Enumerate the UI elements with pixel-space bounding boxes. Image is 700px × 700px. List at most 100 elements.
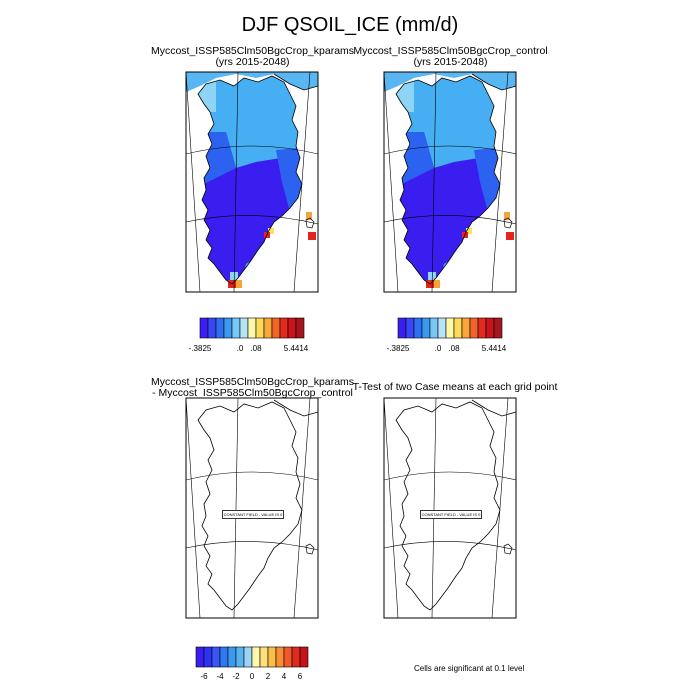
colorbar-svg	[397, 317, 503, 339]
colorbar-swatch	[397, 317, 407, 339]
colorbar-bottom	[195, 646, 309, 668]
panel-title-bottom-left-line2: - Myccost_ISSP585Clm50BgcCrop_control	[152, 387, 353, 399]
colorbar-tick-label: -4	[216, 672, 224, 681]
panel-title-bottom-left: Myccost_ISSP585Clm50BgcCrop_kparams - My…	[130, 377, 375, 399]
colorbar-top-right-labels: -.3825 .0 .08 5.4414	[387, 344, 507, 354]
map-frame	[383, 71, 517, 293]
significance-note: Cells are significant at 0.1 level	[414, 664, 525, 673]
map-panel-bottom-left	[185, 397, 319, 619]
colorbar-swatch	[203, 646, 213, 668]
anomaly-cell	[306, 212, 312, 220]
colorbar-swatch	[211, 646, 221, 668]
graticule-line	[383, 397, 399, 619]
colorbar-swatch	[485, 317, 495, 339]
colorbar-top-left	[199, 317, 305, 339]
coastline-islet	[305, 543, 315, 555]
coastline-ellesmere	[273, 399, 319, 417]
coastline-greenland	[395, 401, 501, 611]
colorbar-swatch	[235, 646, 245, 668]
anomaly-cell	[308, 232, 316, 240]
graticule-line	[431, 71, 437, 293]
coastline-islet	[503, 543, 513, 555]
colorbar-swatch	[243, 646, 253, 668]
colorbar-swatch	[291, 646, 301, 668]
panel-title-top-left-line1: Myccost_ISSP585Clm50BgcCrop_kparams	[150, 45, 355, 57]
graticule-line	[383, 471, 517, 481]
colorbar-swatch	[437, 317, 447, 339]
coastline-greenland	[197, 75, 303, 285]
anomaly-cell	[504, 212, 510, 220]
colorbar-tick-label: 6	[297, 672, 303, 681]
colorbar-tick-label: -.3825	[386, 344, 410, 353]
graticule-line	[383, 215, 517, 225]
colorbar-top-left-labels: -.3825 .0 .08 5.4414	[189, 344, 309, 354]
colorbar-svg	[199, 317, 305, 339]
anomaly-cell	[236, 280, 242, 288]
colorbar-swatch	[477, 317, 487, 339]
colorbar-swatch	[223, 317, 233, 339]
colorbar-swatch	[227, 646, 237, 668]
graticule-line	[431, 397, 437, 619]
map-panel-bottom-right	[383, 397, 517, 619]
colorbar-swatch	[195, 646, 205, 668]
colorbar-swatch	[215, 317, 225, 339]
graticule-line	[185, 541, 319, 551]
figure-title: DJF QSOIL_ICE (mm/d)	[241, 14, 459, 36]
coastline-ellesmere	[471, 399, 517, 417]
graticule-line	[293, 397, 311, 619]
colorbar-tick-label: .0	[434, 344, 442, 353]
map-frame	[383, 397, 517, 619]
graticule-line	[185, 215, 319, 225]
graticule-line	[233, 397, 239, 619]
colorbar-swatch	[247, 317, 257, 339]
panel-title-bottom-right: T-Test of two Case means at each grid po…	[330, 382, 580, 393]
anomaly-cell	[434, 280, 440, 288]
colorbar-swatch	[405, 317, 415, 339]
constant-field-label-bottom-left: CONSTANT FIELD - VALUE IS 0	[222, 510, 284, 519]
graticule-line	[491, 71, 509, 293]
graticule-line	[383, 541, 517, 551]
panel-title-top-left: Myccost_ISSP585Clm50BgcCrop_kparams (yrs…	[150, 46, 355, 68]
colorbar-bottom-labels: -6 -4 -2 0 2 4 6	[196, 672, 308, 682]
colorbar-tick-label: -2	[232, 672, 240, 681]
colorbar-swatch	[199, 317, 209, 339]
coastline-islet	[305, 217, 315, 229]
colorbar-swatch	[445, 317, 455, 339]
colorbar-tick-label: .08	[448, 344, 460, 353]
colorbar-swatch	[413, 317, 423, 339]
panel-title-top-right: Myccost_ISSP585Clm50BgcCrop_control (yrs…	[348, 46, 553, 68]
graticule-line	[293, 71, 311, 293]
colorbar-swatch	[259, 646, 269, 668]
graticule-line	[185, 397, 201, 619]
colorbar-tick-label: 5.4414	[481, 344, 507, 353]
colorbar-swatch	[279, 317, 289, 339]
coastline-ellesmere	[273, 73, 319, 91]
map-frame	[185, 397, 319, 619]
colorbar-swatch	[263, 317, 273, 339]
map-panel-top-left	[185, 71, 319, 293]
coastline-greenland	[197, 401, 303, 611]
map-frame	[185, 71, 319, 293]
colorbar-swatch	[429, 317, 439, 339]
colorbar-swatch	[275, 646, 285, 668]
colorbar-swatch	[421, 317, 431, 339]
colorbar-swatch	[271, 317, 281, 339]
colorbar-swatch	[219, 646, 229, 668]
graticule-line	[383, 71, 399, 293]
coastline-islet	[503, 217, 513, 229]
graticule-line	[185, 71, 201, 293]
graticule-line	[233, 71, 239, 293]
coastline-greenland	[395, 75, 501, 285]
coastline-ellesmere	[471, 73, 517, 91]
panel-title-top-right-line1: Myccost_ISSP585Clm50BgcCrop_control	[353, 45, 548, 57]
colorbar-top-right	[397, 317, 503, 339]
anomaly-cell	[506, 232, 514, 240]
colorbar-swatch	[239, 317, 249, 339]
graticule-line	[185, 145, 319, 155]
colorbar-swatch	[295, 317, 305, 339]
colorbar-tick-label: .08	[250, 344, 262, 353]
graticule-line	[185, 471, 319, 481]
colorbar-swatch	[207, 317, 217, 339]
anomaly-cell	[268, 228, 274, 234]
panel-title-bottom-right-line1: T-Test of two Case means at each grid po…	[352, 381, 558, 393]
